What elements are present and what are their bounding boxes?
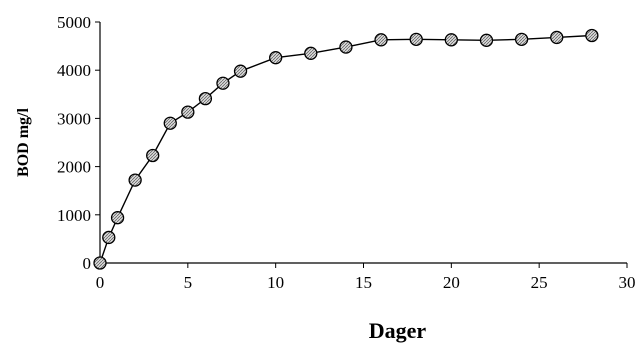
x-tick-label: 25: [531, 273, 548, 292]
axes: [99, 22, 627, 264]
data-point: [198, 91, 213, 106]
data-point: [93, 256, 107, 270]
x-tick-label: 0: [96, 273, 105, 292]
data-point: [110, 211, 125, 225]
data-point: [181, 105, 195, 119]
data-point: [585, 28, 599, 43]
x-tick-label: 30: [619, 273, 636, 292]
y-tick-label: 4000: [57, 61, 91, 80]
data-point: [233, 64, 248, 78]
series-line: [99, 34, 592, 264]
x-axis-ticks: 0 5 10 15 20 25 30: [96, 263, 636, 292]
data-point: [339, 40, 353, 54]
data-point: [374, 33, 388, 47]
x-tick-label: 5: [184, 273, 193, 292]
data-point: [514, 32, 529, 47]
data-point: [409, 32, 423, 47]
y-axis-title: BOD mg/l: [15, 108, 32, 177]
data-point: [146, 148, 160, 163]
y-tick-label: 3000: [57, 109, 91, 128]
x-axis-title: Dager: [369, 318, 427, 343]
x-tick-label: 20: [443, 273, 460, 292]
x-tick-label: 15: [355, 273, 372, 292]
y-tick-label: 0: [83, 254, 92, 273]
x-tick-label: 10: [267, 273, 284, 292]
data-point: [444, 33, 458, 47]
data-point: [304, 46, 318, 60]
y-tick-label: 1000: [57, 206, 91, 225]
data-point: [102, 230, 116, 245]
data-point: [216, 76, 230, 90]
data-point: [479, 33, 494, 47]
series-group: [93, 28, 599, 270]
y-tick-label: 5000: [57, 13, 91, 32]
data-point: [163, 116, 177, 130]
y-axis-ticks: 0 1000 2000 3000 4000 5000: [57, 13, 100, 273]
y-tick-label: 2000: [57, 158, 91, 177]
data-point: [269, 51, 283, 65]
data-point: [128, 173, 142, 187]
data-point: [550, 30, 564, 45]
